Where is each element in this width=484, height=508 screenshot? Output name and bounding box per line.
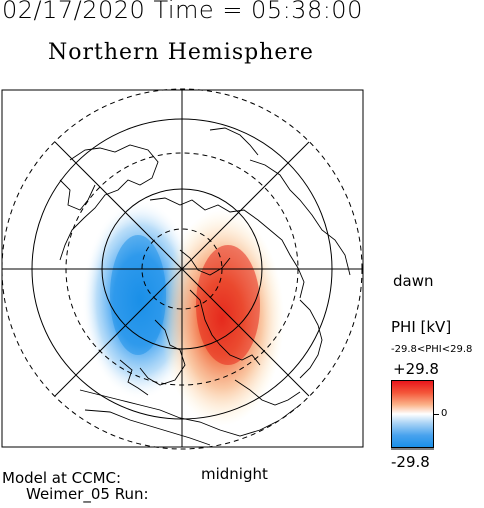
hemisphere-title: Northern Hemisphere (48, 40, 314, 65)
colorbar-mid-label: 0 (441, 408, 448, 419)
model-line: Model at CCMC: (2, 469, 122, 487)
colorbar-zero-tick (434, 414, 439, 415)
grid (1, 88, 363, 450)
run-line: Weimer_05 Run: (26, 485, 149, 503)
negative-core (110, 235, 166, 355)
dawn-label: dawn (393, 272, 434, 290)
positive-core (196, 245, 260, 365)
potential-cells (82, 200, 284, 426)
midnight-label: midnight (201, 465, 268, 483)
colorbar-title: PHI [kV] (391, 318, 452, 336)
colorbar-max-label: +29.8 (393, 360, 439, 378)
colorbar (391, 380, 434, 448)
colorbar-min-label: -29.8 (391, 453, 430, 471)
date-time-title: 02/17/2020 Time = 05:38:00 (2, 0, 363, 24)
meridian-diagonal-2 (54, 141, 310, 397)
colorbar-range: -29.8<PHI<29.8 (391, 344, 473, 355)
